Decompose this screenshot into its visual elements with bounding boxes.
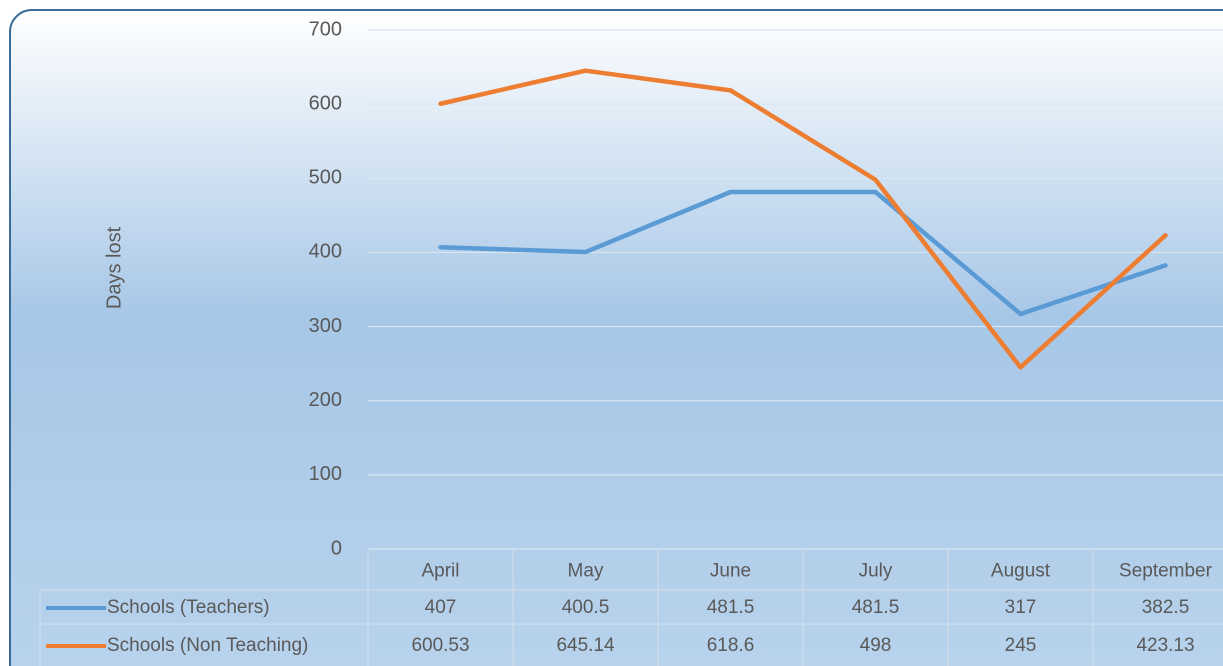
table-value: 498	[860, 635, 892, 656]
y-tick-label: 100	[309, 463, 342, 485]
table-value: 245	[1005, 635, 1037, 656]
y-tick-label: 700	[309, 18, 342, 40]
lines	[438, 68, 1168, 370]
legend-label: Schools (Non Teaching)	[107, 635, 308, 656]
table-value: 618.6	[707, 635, 755, 656]
y-tick-label: 600	[309, 92, 342, 114]
table-value: 382.5	[1142, 597, 1190, 618]
table-value: 481.5	[852, 597, 900, 618]
table-value: 400.5	[562, 597, 610, 618]
table-value: 481.5	[707, 597, 755, 618]
table-value: 407	[425, 597, 457, 618]
x-tick-label: June	[710, 561, 751, 582]
x-tick-label: July	[859, 561, 893, 582]
series-line	[438, 189, 1168, 317]
series-line	[438, 68, 1168, 370]
y-tick-label: 200	[309, 389, 342, 411]
x-tick-label: September	[1119, 561, 1213, 582]
x-tick-label: August	[991, 561, 1051, 582]
table-value: 600.53	[411, 635, 469, 656]
grid: 0 100 200 300 400 500 600 700	[309, 18, 1223, 559]
table-value: 645.14	[556, 635, 615, 656]
chart-frame	[9, 9, 1223, 666]
y-tick-label: 500	[309, 167, 342, 189]
y-tick-label: 300	[309, 315, 342, 337]
table-value: 317	[1005, 597, 1037, 618]
table-value: 423.13	[1136, 635, 1194, 656]
x-tick-label: May	[568, 561, 604, 582]
y-tick-label: 400	[309, 241, 342, 263]
y-tick-label: 0	[331, 537, 342, 559]
legend-label: Schools (Teachers)	[107, 597, 270, 618]
y-axis-title: Days lost	[103, 226, 125, 309]
data-table: April May June July August September Schools (…	[39, 549, 1223, 666]
x-tick-label: April	[421, 561, 459, 582]
